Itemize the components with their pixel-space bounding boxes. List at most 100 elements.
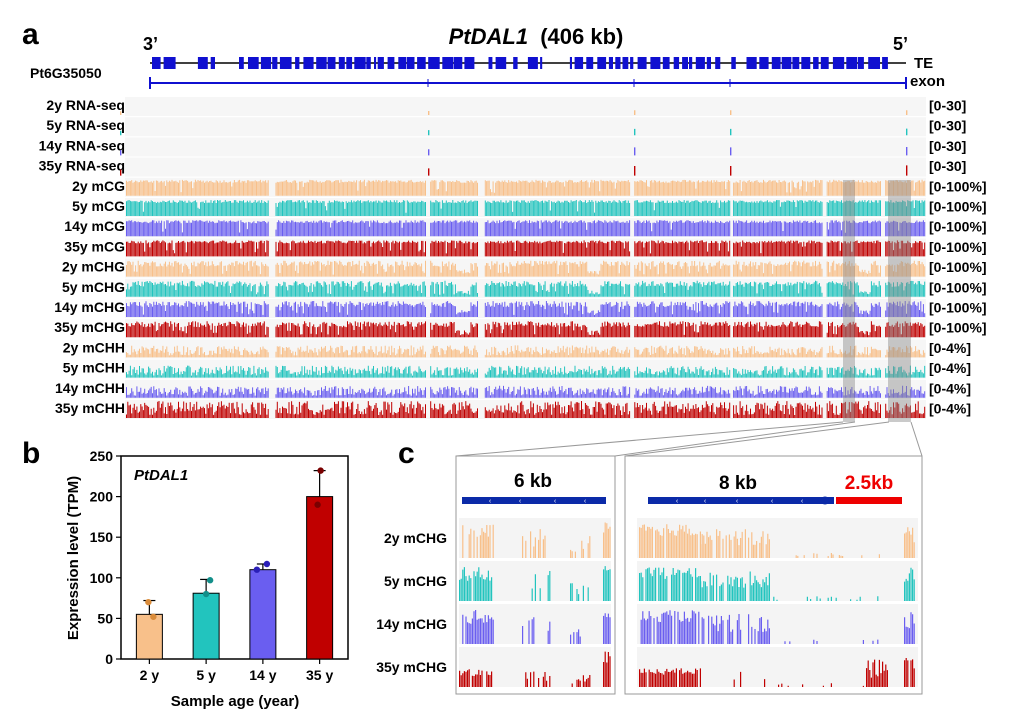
zoom-track-label: 5y mCHG bbox=[384, 573, 447, 589]
track-te-label: TE bbox=[914, 55, 933, 72]
connector-3 bbox=[624, 421, 890, 457]
gene-id-label: Pt6G35050 bbox=[30, 65, 102, 81]
track-5y-mchh: 5y mCHH [0-4%] bbox=[63, 359, 971, 379]
track-range: [0-4%] bbox=[929, 340, 971, 356]
right-gene-bar bbox=[648, 497, 834, 504]
track-signal bbox=[126, 179, 926, 196]
y-tick-label: 150 bbox=[90, 529, 114, 545]
bar-chart-marks bbox=[135, 467, 334, 660]
gene-title: PtDAL1 (406 kb) bbox=[449, 24, 624, 49]
gene-title-size: (406 kb) bbox=[540, 24, 623, 49]
track-exon-label: exon bbox=[910, 73, 945, 90]
y-tick-label: 0 bbox=[105, 651, 113, 667]
left-scale-label: 6 kb bbox=[514, 471, 552, 492]
track-signal bbox=[126, 280, 926, 297]
track-background bbox=[125, 157, 926, 177]
y-tick-label: 250 bbox=[90, 448, 114, 464]
track-range: [0-100%] bbox=[929, 199, 987, 215]
strand-chevron: ‹ bbox=[676, 498, 679, 505]
track-range: [0-4%] bbox=[929, 380, 971, 396]
data-point bbox=[263, 560, 271, 568]
track-2y-rna-seq: 2y RNA-seq [0-30] bbox=[46, 97, 966, 116]
strand-chevron: ‹ bbox=[584, 498, 587, 505]
bar-chart-gene-label: PtDAL1 bbox=[134, 467, 188, 484]
track-signal bbox=[126, 401, 926, 418]
bar-chart-axes: 0 50 100 150 200 250 2 y 5 y 14 y 35 y bbox=[90, 448, 349, 683]
track-range: [0-100%] bbox=[929, 259, 987, 275]
track-14y-mchg: 14y mCHG [0-100%] bbox=[54, 299, 987, 318]
track-range: [0-100%] bbox=[929, 279, 987, 295]
track-signal bbox=[126, 365, 926, 378]
gene-strand-marks: ‹ ‹ ‹ ‹ ‹ ‹ ‹ ‹ ‹ bbox=[489, 498, 804, 505]
track-label: 14y mCHH bbox=[55, 380, 125, 396]
track-2y-mcg: 2y mCG [0-100%] bbox=[72, 177, 987, 197]
zoom-track-label: 35y mCHG bbox=[376, 659, 447, 675]
track-35y-rna-seq: 35y RNA-seq [0-30] bbox=[39, 157, 966, 177]
genome-tracks: 2y RNA-seq [0-30]5y RNA-seq [0-30]14y RNA-… bbox=[39, 97, 987, 419]
track-label: 35y mCHH bbox=[55, 400, 125, 416]
gene-title-name: PtDAL1 bbox=[449, 24, 528, 49]
end-3-prime: 3’ bbox=[143, 34, 158, 54]
te-block-path bbox=[152, 57, 888, 69]
track-35y-mcg: 35y mCG [0-100%] bbox=[64, 238, 987, 258]
strand-chevron: ‹ bbox=[801, 498, 804, 505]
strand-chevron: ‹ bbox=[771, 498, 774, 505]
track-2y-mchg: 2y mCHG [0-100%] bbox=[62, 258, 987, 278]
panel-c-label: c bbox=[398, 437, 415, 470]
track-range: [0-100%] bbox=[929, 239, 987, 255]
left-gene-bar bbox=[462, 497, 606, 504]
track-5y-mcg: 5y mCG [0-100%] bbox=[72, 198, 987, 217]
y-tick-label: 200 bbox=[90, 489, 114, 505]
track-label: 35y mCG bbox=[64, 238, 125, 254]
zoom-track-label: 14y mCHG bbox=[376, 616, 447, 632]
track-signal bbox=[126, 200, 926, 216]
zoom-box-right bbox=[624, 455, 923, 695]
track-range: [0-30] bbox=[929, 138, 966, 154]
right-scale-label: 8 kb bbox=[719, 473, 757, 494]
track-label: 2y mCHH bbox=[63, 339, 125, 355]
track-5y-rna-seq: 5y RNA-seq [0-30] bbox=[46, 117, 966, 137]
track-label: 5y mCHH bbox=[63, 360, 125, 376]
zoom-track-35y-mchg: 35y mCHG bbox=[376, 647, 918, 687]
y-tick-label: 100 bbox=[90, 570, 114, 586]
zoom-track-14y-mchg: 14y mCHG bbox=[376, 604, 918, 644]
right-red-bar bbox=[836, 497, 902, 504]
zoom-track-signal bbox=[459, 651, 915, 687]
x-tick-label: 5 y bbox=[196, 667, 216, 683]
zoom-track-signal bbox=[459, 566, 915, 601]
data-point bbox=[206, 577, 214, 584]
panel-b-label: b bbox=[22, 437, 40, 470]
strand-chevron: ‹ bbox=[519, 498, 522, 505]
track-range: [0-4%] bbox=[929, 360, 971, 376]
plot-frame bbox=[120, 455, 349, 660]
track-label: 5y mCG bbox=[72, 198, 125, 214]
track-range: [0-30] bbox=[929, 98, 966, 114]
strand-chevron: ‹ bbox=[554, 498, 557, 505]
track-background bbox=[125, 97, 926, 116]
track-14y-mcg: 14y mCG [0-100%] bbox=[64, 218, 987, 238]
zoom-tracks: 2y mCHG 5y mCHG 14y mCHG 35y mCHG bbox=[376, 518, 918, 687]
track-5y-mchg: 5y mCHG [0-100%] bbox=[62, 278, 987, 298]
strand-chevron: ‹ bbox=[736, 498, 739, 505]
strand-chevron: ‹ bbox=[704, 498, 707, 505]
panel-a-label: a bbox=[22, 18, 39, 51]
zoom-track-bg-left bbox=[459, 604, 611, 644]
right-red-scale-label: 2.5kb bbox=[845, 473, 894, 494]
end-5-prime: 5’ bbox=[893, 34, 908, 54]
x-tick-label: 2 y bbox=[140, 667, 160, 683]
track-label: 2y mCHG bbox=[62, 259, 125, 275]
track-range: [0-100%] bbox=[929, 300, 987, 316]
track-background bbox=[125, 117, 926, 137]
track-signal bbox=[126, 220, 926, 237]
zoom-box-left bbox=[455, 455, 616, 695]
track-range: [0-30] bbox=[929, 118, 966, 134]
data-point bbox=[145, 598, 152, 606]
track-signal bbox=[126, 260, 926, 277]
x-axis-title: Sample age (year) bbox=[171, 693, 299, 710]
panel-a: a PtDAL1 (406 kb) 3’ 5’ Pt6G35050 TE exo… bbox=[22, 18, 987, 422]
track-14y-rna-seq: 14y RNA-seq [0-30] bbox=[39, 137, 966, 157]
track-label: 2y mCG bbox=[72, 178, 125, 194]
track-35y-mchh: 35y mCHH [0-4%] bbox=[55, 400, 971, 419]
bar bbox=[249, 569, 277, 660]
gene-structure bbox=[149, 57, 907, 89]
